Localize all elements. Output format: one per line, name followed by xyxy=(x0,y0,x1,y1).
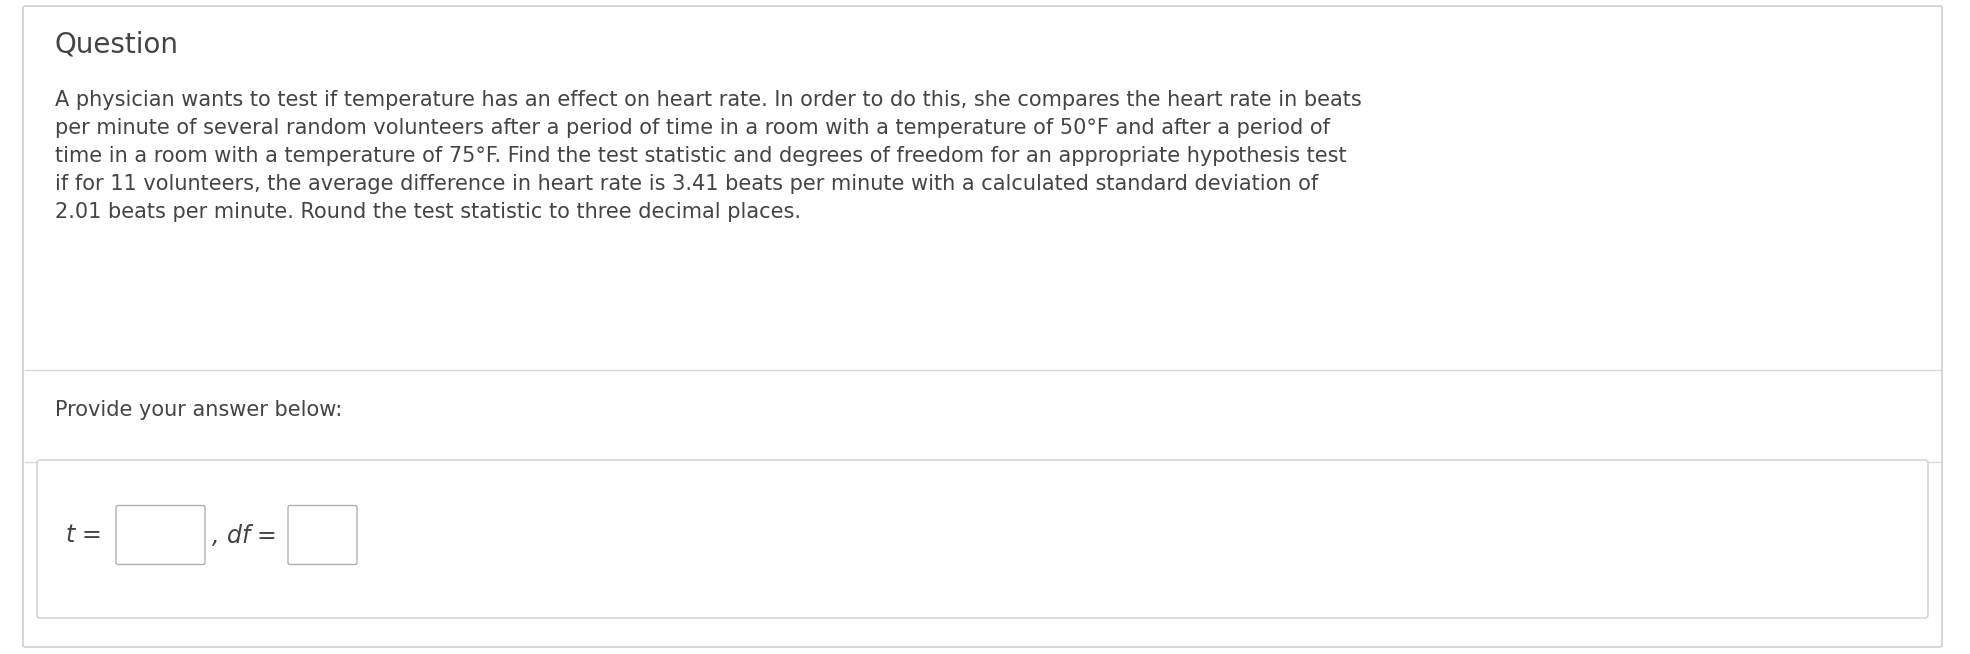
Text: , $df$ =: , $df$ = xyxy=(211,522,276,548)
FancyBboxPatch shape xyxy=(288,506,357,564)
Text: time in a room with a temperature of 75°F. Find the test statistic and degrees o: time in a room with a temperature of 75°… xyxy=(55,146,1347,166)
Text: $t$ =: $t$ = xyxy=(65,523,100,547)
Text: Question: Question xyxy=(55,30,179,58)
Text: per minute of several random volunteers after a period of time in a room with a : per minute of several random volunteers … xyxy=(55,118,1330,138)
Text: Provide your answer below:: Provide your answer below: xyxy=(55,400,343,420)
FancyBboxPatch shape xyxy=(37,460,1929,618)
Text: 2.01 beats per minute. Round the test statistic to three decimal places.: 2.01 beats per minute. Round the test st… xyxy=(55,202,802,222)
FancyBboxPatch shape xyxy=(116,506,205,564)
Text: if for 11 volunteers, the average difference in heart rate is 3.41 beats per min: if for 11 volunteers, the average differ… xyxy=(55,174,1318,194)
FancyBboxPatch shape xyxy=(24,6,1942,647)
Text: A physician wants to test if temperature has an effect on heart rate. In order t: A physician wants to test if temperature… xyxy=(55,90,1361,110)
